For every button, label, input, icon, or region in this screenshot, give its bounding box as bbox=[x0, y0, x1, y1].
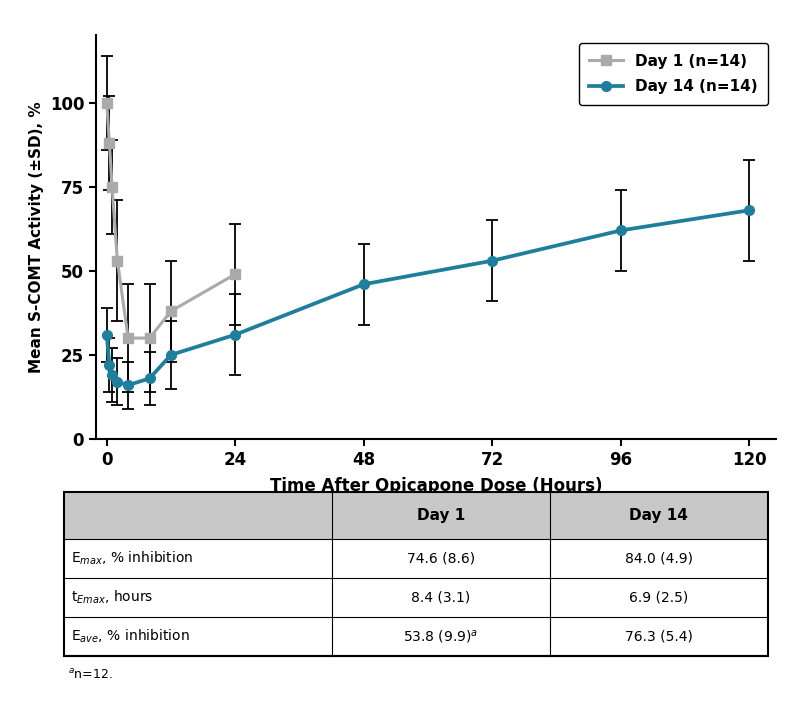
Text: 74.6 (8.6): 74.6 (8.6) bbox=[406, 552, 474, 565]
Text: 6.9 (2.5): 6.9 (2.5) bbox=[630, 590, 689, 604]
Text: 53.8 (9.9)$^{a}$: 53.8 (9.9)$^{a}$ bbox=[403, 627, 478, 645]
Text: Day 1: Day 1 bbox=[417, 508, 465, 523]
Bar bbox=[64, 492, 768, 656]
Y-axis label: Mean S-COMT Activity (±SD), %: Mean S-COMT Activity (±SD), % bbox=[29, 101, 44, 373]
Bar bbox=[64, 492, 768, 539]
Text: Day 14: Day 14 bbox=[630, 508, 688, 523]
Text: 76.3 (5.4): 76.3 (5.4) bbox=[625, 629, 693, 643]
Text: 84.0 (4.9): 84.0 (4.9) bbox=[625, 552, 693, 565]
Legend: Day 1 (n=14), Day 14 (n=14): Day 1 (n=14), Day 14 (n=14) bbox=[578, 43, 768, 105]
X-axis label: Time After Opicapone Dose (Hours): Time After Opicapone Dose (Hours) bbox=[270, 477, 602, 495]
Text: 8.4 (3.1): 8.4 (3.1) bbox=[411, 590, 470, 604]
Text: $^{a}$n=12.: $^{a}$n=12. bbox=[67, 668, 112, 682]
Text: E$_{ave}$, % inhibition: E$_{ave}$, % inhibition bbox=[71, 627, 190, 645]
Text: t$_{Emax}$, hours: t$_{Emax}$, hours bbox=[71, 588, 154, 606]
Text: E$_{max}$, % inhibition: E$_{max}$, % inhibition bbox=[71, 549, 194, 567]
